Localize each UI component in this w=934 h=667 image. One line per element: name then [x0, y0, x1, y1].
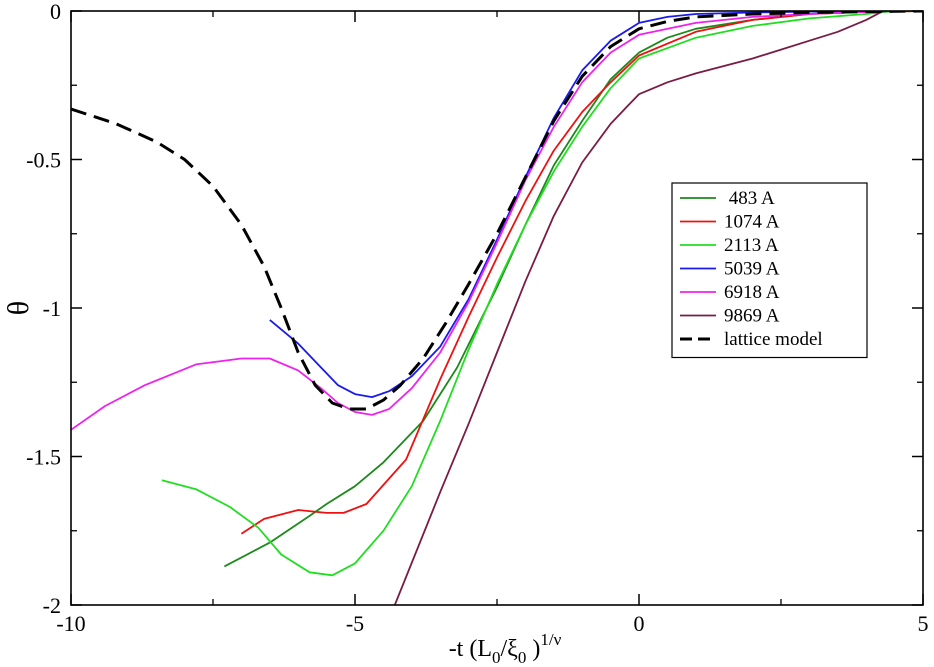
- series-line-4: [71, 11, 895, 431]
- plot-lines: [71, 11, 923, 605]
- legend-label-3: 5039 A: [724, 259, 780, 280]
- x-tick-label: 0: [634, 611, 645, 636]
- legend-box: [671, 182, 868, 359]
- series-line-6: [71, 11, 923, 411]
- series-line-1: [240, 11, 923, 535]
- legend-label-1: 1074 A: [724, 212, 780, 233]
- legend-label-2: 2113 A: [724, 235, 779, 256]
- x-tick-label: -5: [346, 611, 364, 636]
- y-axis-title: θ: [2, 301, 35, 315]
- y-tick-label: -1: [43, 296, 61, 321]
- y-tick-label: -1.5: [26, 445, 61, 470]
- x-axis-title-base: -t (L: [449, 636, 492, 662]
- x-axis-title-sub1: 0: [492, 648, 501, 667]
- tick-labels: -10 -5 0 5 -2 -1.5 -1 -0.5 0: [26, 0, 928, 636]
- y-tick-label: -2: [43, 593, 61, 618]
- legend-label-5: 9869 A: [724, 306, 780, 327]
- x-axis-title: -t (L0/ξ0 )1/ν: [449, 630, 562, 667]
- x-tick-label: 5: [918, 611, 929, 636]
- y-tick-label: 0: [50, 0, 61, 24]
- x-axis-title-mid: /ξ: [501, 636, 519, 662]
- legend-label-0: 483 A: [724, 188, 775, 209]
- x-axis-title-sub2: 0: [518, 648, 527, 667]
- x-axis-title-end: ): [526, 636, 540, 662]
- series-line-5: [393, 11, 884, 605]
- axis-ticks: [70, 10, 924, 606]
- legend-label-6: lattice model: [724, 329, 823, 350]
- x-axis-title-sup: 1/ν: [540, 630, 561, 649]
- series-line-2: [161, 11, 895, 577]
- y-tick-label: -0.5: [26, 148, 61, 173]
- legend-label-4: 6918 A: [724, 282, 780, 303]
- x-tick-label: -10: [56, 611, 85, 636]
